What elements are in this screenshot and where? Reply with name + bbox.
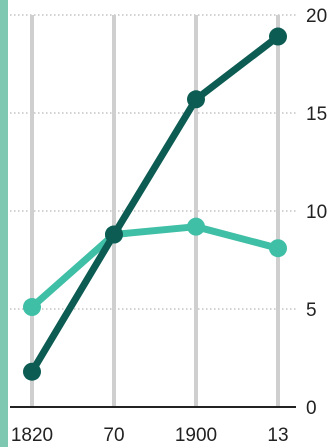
x-tick-label-1820: 1820 — [11, 425, 53, 446]
series-2-point-1900 — [187, 217, 205, 236]
y-tick-label-15: 15 — [306, 104, 327, 125]
chart-left-border — [0, 0, 8, 447]
series-2 — [23, 217, 287, 317]
series-1-point-13 — [269, 27, 287, 46]
x-tick-label-70: 70 — [103, 425, 124, 446]
series-1 — [23, 27, 287, 381]
y-tick-label-20: 20 — [306, 6, 327, 27]
y-tick-label-5: 5 — [306, 300, 317, 321]
x-tick-label-13: 13 — [267, 425, 288, 446]
y-tick-label-10: 10 — [306, 202, 327, 223]
series-2-point-1820 — [23, 298, 41, 317]
y-tick-label-0: 0 — [306, 398, 317, 419]
series-layer — [23, 27, 287, 381]
x-tick-label-1900: 1900 — [175, 425, 217, 446]
series-2-line — [28, 223, 282, 311]
series-1-line — [28, 33, 282, 376]
vertical-gridlines — [30, 15, 280, 407]
series-1-point-1900 — [187, 90, 205, 109]
y-tick-labels: 0 5 10 15 20 — [306, 6, 327, 419]
series-2-point-13 — [269, 239, 287, 258]
series-1-point-1820 — [23, 362, 41, 381]
x-tick-labels: 1820 70 1900 13 — [11, 425, 289, 446]
series-1-point-70 — [105, 225, 123, 244]
